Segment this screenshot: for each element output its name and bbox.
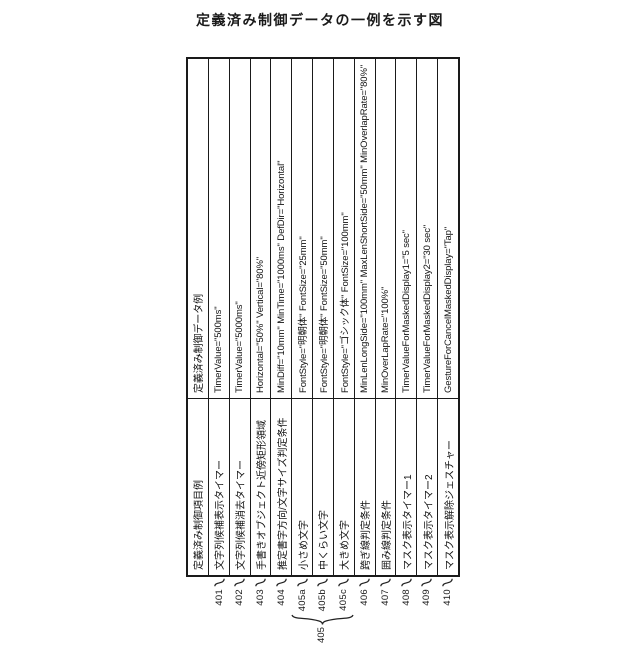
leader-line-icon xyxy=(255,578,266,587)
table-header-row: 定義済み制御項目例 定義済み制御データ例 xyxy=(188,59,208,575)
data-cell: FontStyle="ゴシック体" FontSize="100mm" xyxy=(339,212,351,393)
table-row: 手書きオブジェクト近傍矩形領域 Horizontal="50%" Vertica… xyxy=(249,59,271,575)
table-row: 文字列候補表示タイマー TimerValue="500ms" xyxy=(207,59,229,575)
ref-label: 404 xyxy=(271,577,292,641)
ref-number: 405b xyxy=(317,589,329,612)
ref-number: 402 xyxy=(234,589,246,606)
data-cell: TimerValue="5000ms" xyxy=(234,301,246,393)
data-cell: Horizontal="50%" Vertical="80%" xyxy=(254,256,266,393)
ref-label: 401 xyxy=(209,577,230,641)
data-cell: FontStyle="明朝体" FontSize="25mm" xyxy=(298,236,310,393)
leader-line-icon xyxy=(276,578,287,587)
table-row: 大きめ文字 FontStyle="ゴシック体" FontSize="100mm" xyxy=(332,59,354,575)
item-cell: 小さめ文字 xyxy=(292,398,313,575)
data-cell: TimerValueForMaskedDisplay2="30 sec" xyxy=(421,224,433,393)
ref-number: 407 xyxy=(379,589,391,606)
table-row: 中くらい文字 FontStyle="明朝体" FontSize="50mm" xyxy=(312,59,333,575)
ref-label: 409 xyxy=(416,577,437,641)
item-cell: マスク表示タイマー2 xyxy=(417,398,438,575)
item-cell: 跨ぎ線判定条件 xyxy=(354,398,375,575)
data-cell: MinOverLapRate="100%" xyxy=(380,286,392,393)
leader-line-icon xyxy=(421,578,433,587)
item-cell: 大きめ文字 xyxy=(333,398,354,575)
table-row: マスク表示タイマー2 TimerValueForMaskedDisplay2="… xyxy=(416,59,438,575)
leader-line-icon xyxy=(442,578,453,587)
leader-line-icon xyxy=(359,578,370,587)
ref-label: 405b xyxy=(313,577,334,641)
item-cell: 文字列候補表示タイマー xyxy=(208,398,229,575)
item-cell: マスク表示タイマー1 xyxy=(396,398,417,575)
leader-line-icon xyxy=(213,578,225,587)
data-cell: FontStyle="明朝体" FontSize="50mm" xyxy=(318,236,330,393)
table-row: 跨ぎ線判定条件 MinLenLongSide="100mm" MaxLenSho… xyxy=(353,59,375,575)
item-cell: マスク表示解除ジェスチャー xyxy=(438,398,458,575)
leader-line-icon xyxy=(317,578,329,587)
ref-label: 405a xyxy=(292,577,313,641)
rotated-figure: 401 402 403 404 405a 405b 405c 406 xyxy=(186,57,460,643)
ref-number: 409 xyxy=(421,589,433,606)
table-row: マスク表示タイマー1 TimerValueForMaskedDisplay1="… xyxy=(395,59,417,575)
table-row: 小さめ文字 FontStyle="明朝体" FontSize="25mm" xyxy=(291,59,313,575)
ref-label: 406 xyxy=(354,577,375,641)
data-cell: TimerValue="500ms" xyxy=(213,306,225,393)
leader-line-icon xyxy=(380,578,391,587)
ref-number: 410 xyxy=(442,589,454,606)
table-row: 文字列候補消去タイマー TimerValue="5000ms" xyxy=(228,59,250,575)
data-cell: GestureForCancelMaskedDisplay="Tap" xyxy=(442,226,454,393)
item-cell: 中くらい文字 xyxy=(313,398,333,575)
header-item-cell: 定義済み制御項目例 xyxy=(188,398,208,575)
leader-line-icon xyxy=(296,578,308,587)
ref-number: 405c xyxy=(338,589,350,611)
ref-label: 405c xyxy=(333,577,354,641)
ref-number: 404 xyxy=(275,589,287,606)
table-row: 囲み線判定条件 MinOverLapRate="100%" xyxy=(374,59,396,575)
ref-label: 407 xyxy=(375,577,396,641)
group-ref-number: 405 xyxy=(316,627,327,643)
leader-line-icon xyxy=(400,578,412,587)
ref-number: 408 xyxy=(400,589,412,606)
leader-line-icon xyxy=(338,578,349,587)
table-row: マスク表示解除ジェスチャー GestureForCancelMaskedDisp… xyxy=(437,59,458,575)
item-cell: 囲み線判定条件 xyxy=(375,398,396,575)
data-cell: TimerValueForMaskedDisplay1="5 sec" xyxy=(400,230,412,393)
item-cell: 手書きオブジェクト近傍矩形領域 xyxy=(250,398,271,575)
ref-number: 403 xyxy=(255,589,267,606)
group-brace-icon xyxy=(291,614,354,625)
header-data-cell: 定義済み制御データ例 xyxy=(194,294,206,393)
ref-number: 401 xyxy=(213,589,225,606)
reference-numeral-gutter: 401 402 403 404 405a 405b 405c 406 xyxy=(186,577,460,643)
ref-label: 408 xyxy=(396,577,417,641)
ref-label-header xyxy=(188,577,209,641)
data-cell: MinDiff="10mm" MinTime="1000ms" DefDir="… xyxy=(275,160,287,393)
ref-number: 406 xyxy=(359,589,370,606)
ref-label: 402 xyxy=(230,577,251,641)
data-cell: MinLenLongSide="100mm" MaxLenShortSide="… xyxy=(359,64,371,393)
ref-label: 403 xyxy=(250,577,271,641)
item-cell: 文字列候補消去タイマー xyxy=(229,398,250,575)
leader-line-icon xyxy=(234,578,246,587)
figure-title: 定義済み制御データの一例を示す図 xyxy=(196,12,444,28)
ref-label: 410 xyxy=(437,577,458,641)
ref-number: 405a xyxy=(296,589,308,612)
control-data-table: 定義済み制御項目例 定義済み制御データ例 文字列候補表示タイマー TimerVa… xyxy=(186,57,460,577)
table-row: 推定書字方向/文字サイズ判定条件 MinDiff="10mm" MinTime=… xyxy=(270,59,292,575)
item-cell: 推定書字方向/文字サイズ判定条件 xyxy=(271,398,292,575)
